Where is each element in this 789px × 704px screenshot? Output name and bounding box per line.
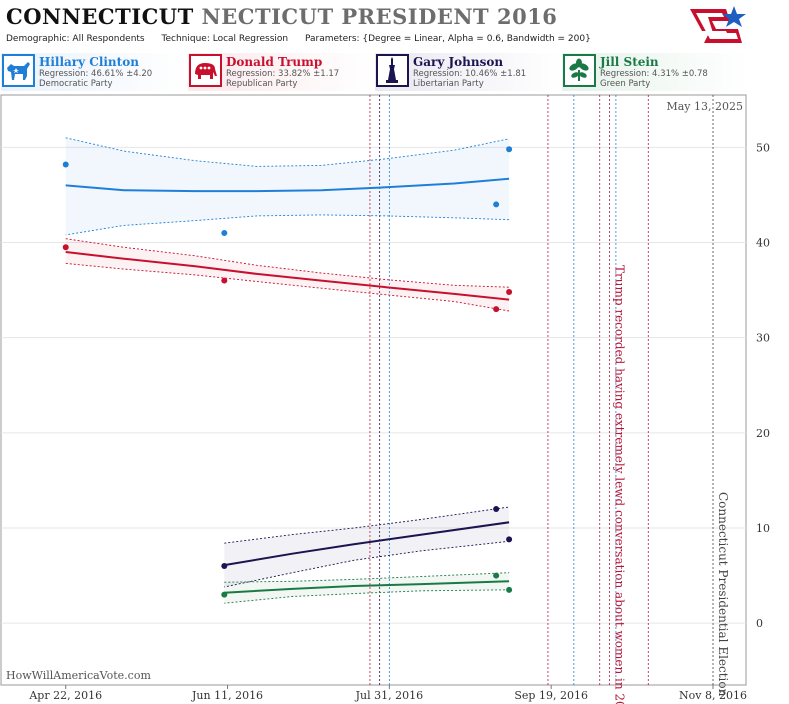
y-tick-label: 40: [756, 237, 770, 250]
y-tick-label: 20: [756, 427, 770, 440]
poll-point-3: [493, 573, 499, 579]
x-tick-label: Jun 11, 2016: [191, 689, 263, 702]
poll-point-1: [63, 244, 69, 250]
poll-point-0: [63, 161, 69, 167]
x-tick-label: Sep 19, 2016: [514, 689, 588, 702]
x-tick-label: Jul 31, 2016: [355, 689, 424, 702]
y-tick-label: 10: [756, 522, 770, 535]
poll-point-3: [506, 587, 512, 593]
y-tick-label: 0: [756, 617, 763, 630]
poll-point-2: [221, 563, 227, 569]
poll-point-0: [493, 201, 499, 207]
x-tick-label: Apr 22, 2016: [28, 689, 102, 702]
y-tick-label: 50: [756, 141, 770, 154]
poll-point-0: [506, 146, 512, 152]
poll-point-1: [221, 278, 227, 284]
watermark: HowWillAmericaVote.com: [6, 669, 151, 682]
date-stamp: May 13, 2025: [666, 100, 743, 113]
annotation-election: Connecticut Presidential Election: [716, 492, 730, 697]
poll-point-3: [221, 592, 227, 598]
poll-point-2: [506, 536, 512, 542]
annotation-lewd-tape: Trump recorded having extremely lewd con…: [612, 265, 626, 704]
poll-point-1: [506, 289, 512, 295]
x-tick-label: Nov 8, 2016: [679, 689, 747, 702]
poll-point-2: [493, 506, 499, 512]
poll-point-1: [493, 306, 499, 312]
poll-point-0: [221, 230, 227, 236]
y-tick-label: 30: [756, 332, 770, 345]
